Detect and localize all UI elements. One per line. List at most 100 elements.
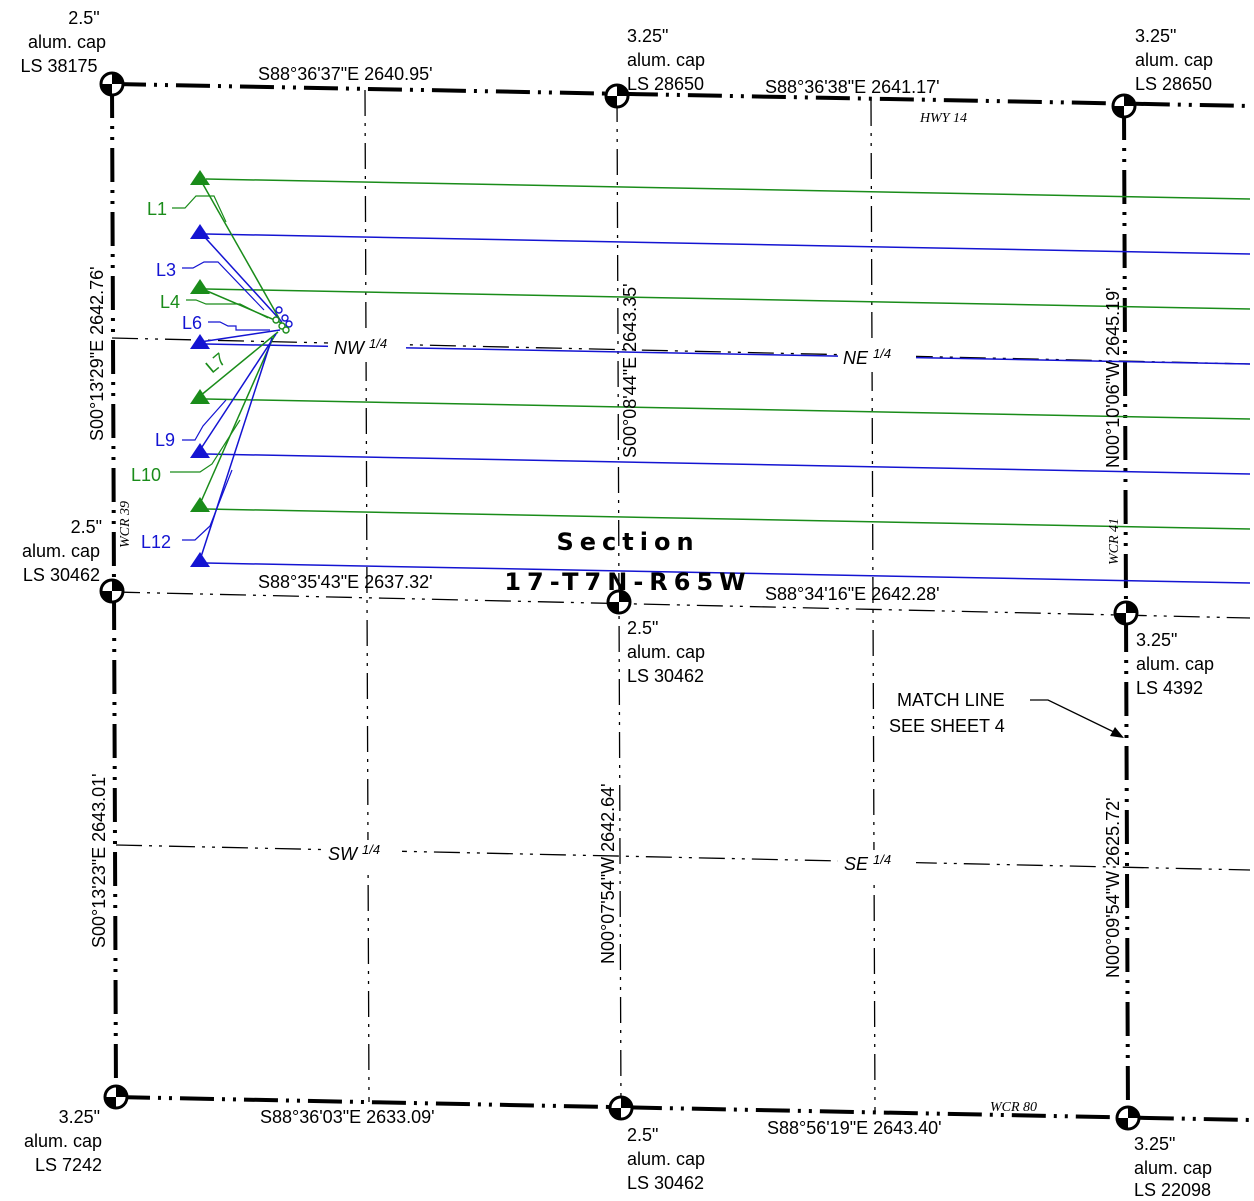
line-label: L10 [131,465,161,485]
south-section-line [115,1095,1251,1122]
monuments [99,71,1141,1131]
monument-label: alum. cap [627,642,705,662]
green-triangle-icon [190,279,210,294]
monument-label: 3.25" [59,1107,100,1127]
tie-line [199,331,279,397]
north-south-quarter-line [616,95,622,1109]
green-line-2 [205,288,1251,310]
monument-label: alum. cap [1134,1158,1212,1178]
bearing-label: N00°09'54"W 2625.72' [1103,797,1123,978]
line-labels: L1 L3 L4 L6 L7 L9 L10 L12 [131,199,230,552]
tie-line [199,231,283,323]
monument-label: alum. cap [627,1149,705,1169]
monument-label: LS 38175 [20,56,97,76]
monument-label: alum. cap [28,32,106,52]
monument-label: LS 30462 [627,666,704,686]
section-title-line1: Section [556,528,699,556]
monument-icon [103,1084,129,1110]
tie-line [199,287,285,325]
monument-label: 2.5" [68,8,99,28]
blue-triangle-icon [190,552,210,567]
tie-line [199,333,277,451]
quarter-label-sw: SW 1/4 [328,842,380,864]
quarter-label-se: SE 1/4 [844,852,891,874]
south-quarter-line [115,844,1251,871]
tie-line [199,335,275,505]
quarter-lines [111,89,1251,1113]
line-label: L9 [155,430,175,450]
bearing-label: S00°08'44"E 2643.35' [620,283,640,458]
monument-label: alum. cap [627,50,705,70]
section-title: Section 17-T7N-R65W [504,528,745,596]
line-label: L4 [160,292,180,312]
road-labels: HWY 14 WCR 39 WCR 41 WCR 80 [118,111,1122,1115]
line-label: L1 [147,199,167,219]
triangle-markers [190,170,210,567]
green-line-1 [205,178,1251,200]
tie-line [199,329,281,343]
monument-icon [1111,93,1137,119]
blue-line-1 [205,233,1251,255]
green-triangle-icon [190,170,210,185]
road-label: WCR 80 [990,1100,1037,1115]
blue-line-4 [205,562,1251,584]
match-line-note: MATCH LINE SEE SHEET 4 [889,690,1124,738]
mid-quarter-line [113,591,1251,619]
bearing-label: S00°13'23"E 2643.01' [89,773,109,948]
control-point-cluster [272,306,293,334]
easement-lines [199,178,1251,584]
bearing-label: N00°10'06"W 2645.19' [1103,287,1123,468]
monument-label: 2.5" [627,1125,658,1145]
label-leaders [170,195,270,541]
line-label: L7 [202,349,230,377]
line-label: L12 [141,532,171,552]
quarter-label-ne: NE 1/4 [843,346,891,368]
tie-line [199,178,281,321]
monument-label: 2.5" [71,517,102,537]
monument-label: LS 30462 [627,1173,704,1193]
monument-label: LS 28650 [1135,74,1212,94]
green-triangle-icon [190,389,210,404]
monument-label: alum. cap [24,1131,102,1151]
blue-triangle-icon [190,224,210,239]
bearing-label: N00°07'54"W 2642.64' [598,783,618,964]
monument-icon [99,71,125,97]
blue-triangle-icon [190,443,210,458]
match-line-text: MATCH LINE [897,690,1005,710]
monument-label: LS 7242 [35,1155,102,1175]
monument-label: 3.25" [627,26,668,46]
monument-labels: 2.5" alum. cap LS 38175 3.25" alum. cap … [20,8,1214,1200]
bearing-label: S88°56'19"E 2643.40' [767,1118,942,1138]
blue-line-3 [205,453,1251,475]
quarter-label-nw: NW 1/4 [334,336,387,358]
bearing-label: S88°36'38"E 2641.17' [765,77,940,97]
green-line-4 [205,508,1251,530]
tie-line [199,337,273,561]
quarter-labels: NW 1/4 NE 1/4 SW 1/4 SE 1/4 [322,334,916,878]
bearing-label: S00°13'29"E 2642.76' [87,266,107,441]
bearing-label: S88°34'16"E 2642.28' [765,584,940,604]
bearing-label: S88°36'03"E 2633.09' [260,1107,435,1127]
arrow-icon [1110,727,1124,738]
monument-icon [1113,600,1139,626]
line-label: L3 [156,260,176,280]
monument-label: 3.25" [1136,630,1177,650]
monument-label: alum. cap [1136,654,1214,674]
monument-label: alum. cap [22,541,100,561]
road-label: HWY 14 [919,111,967,126]
green-triangle-icon [190,497,210,512]
west-section-line [110,83,118,1098]
monument-icon [608,1095,634,1121]
section-boundaries [110,82,1251,1122]
monument-label: LS 4392 [1136,678,1203,698]
monument-label: 2.5" [627,618,658,638]
monument-icon [606,589,632,615]
green-line-3 [205,398,1251,420]
monument-label: LS 30462 [23,565,100,585]
bearing-labels: S88°36'37"E 2640.95' S88°36'38"E 2641.17… [87,64,1123,1138]
west-sixteenth-line [364,89,370,1103]
monument-label: LS 22098 [1134,1180,1211,1200]
monument-label: LS 28650 [627,74,704,94]
match-line-text: SEE SHEET 4 [889,716,1005,736]
